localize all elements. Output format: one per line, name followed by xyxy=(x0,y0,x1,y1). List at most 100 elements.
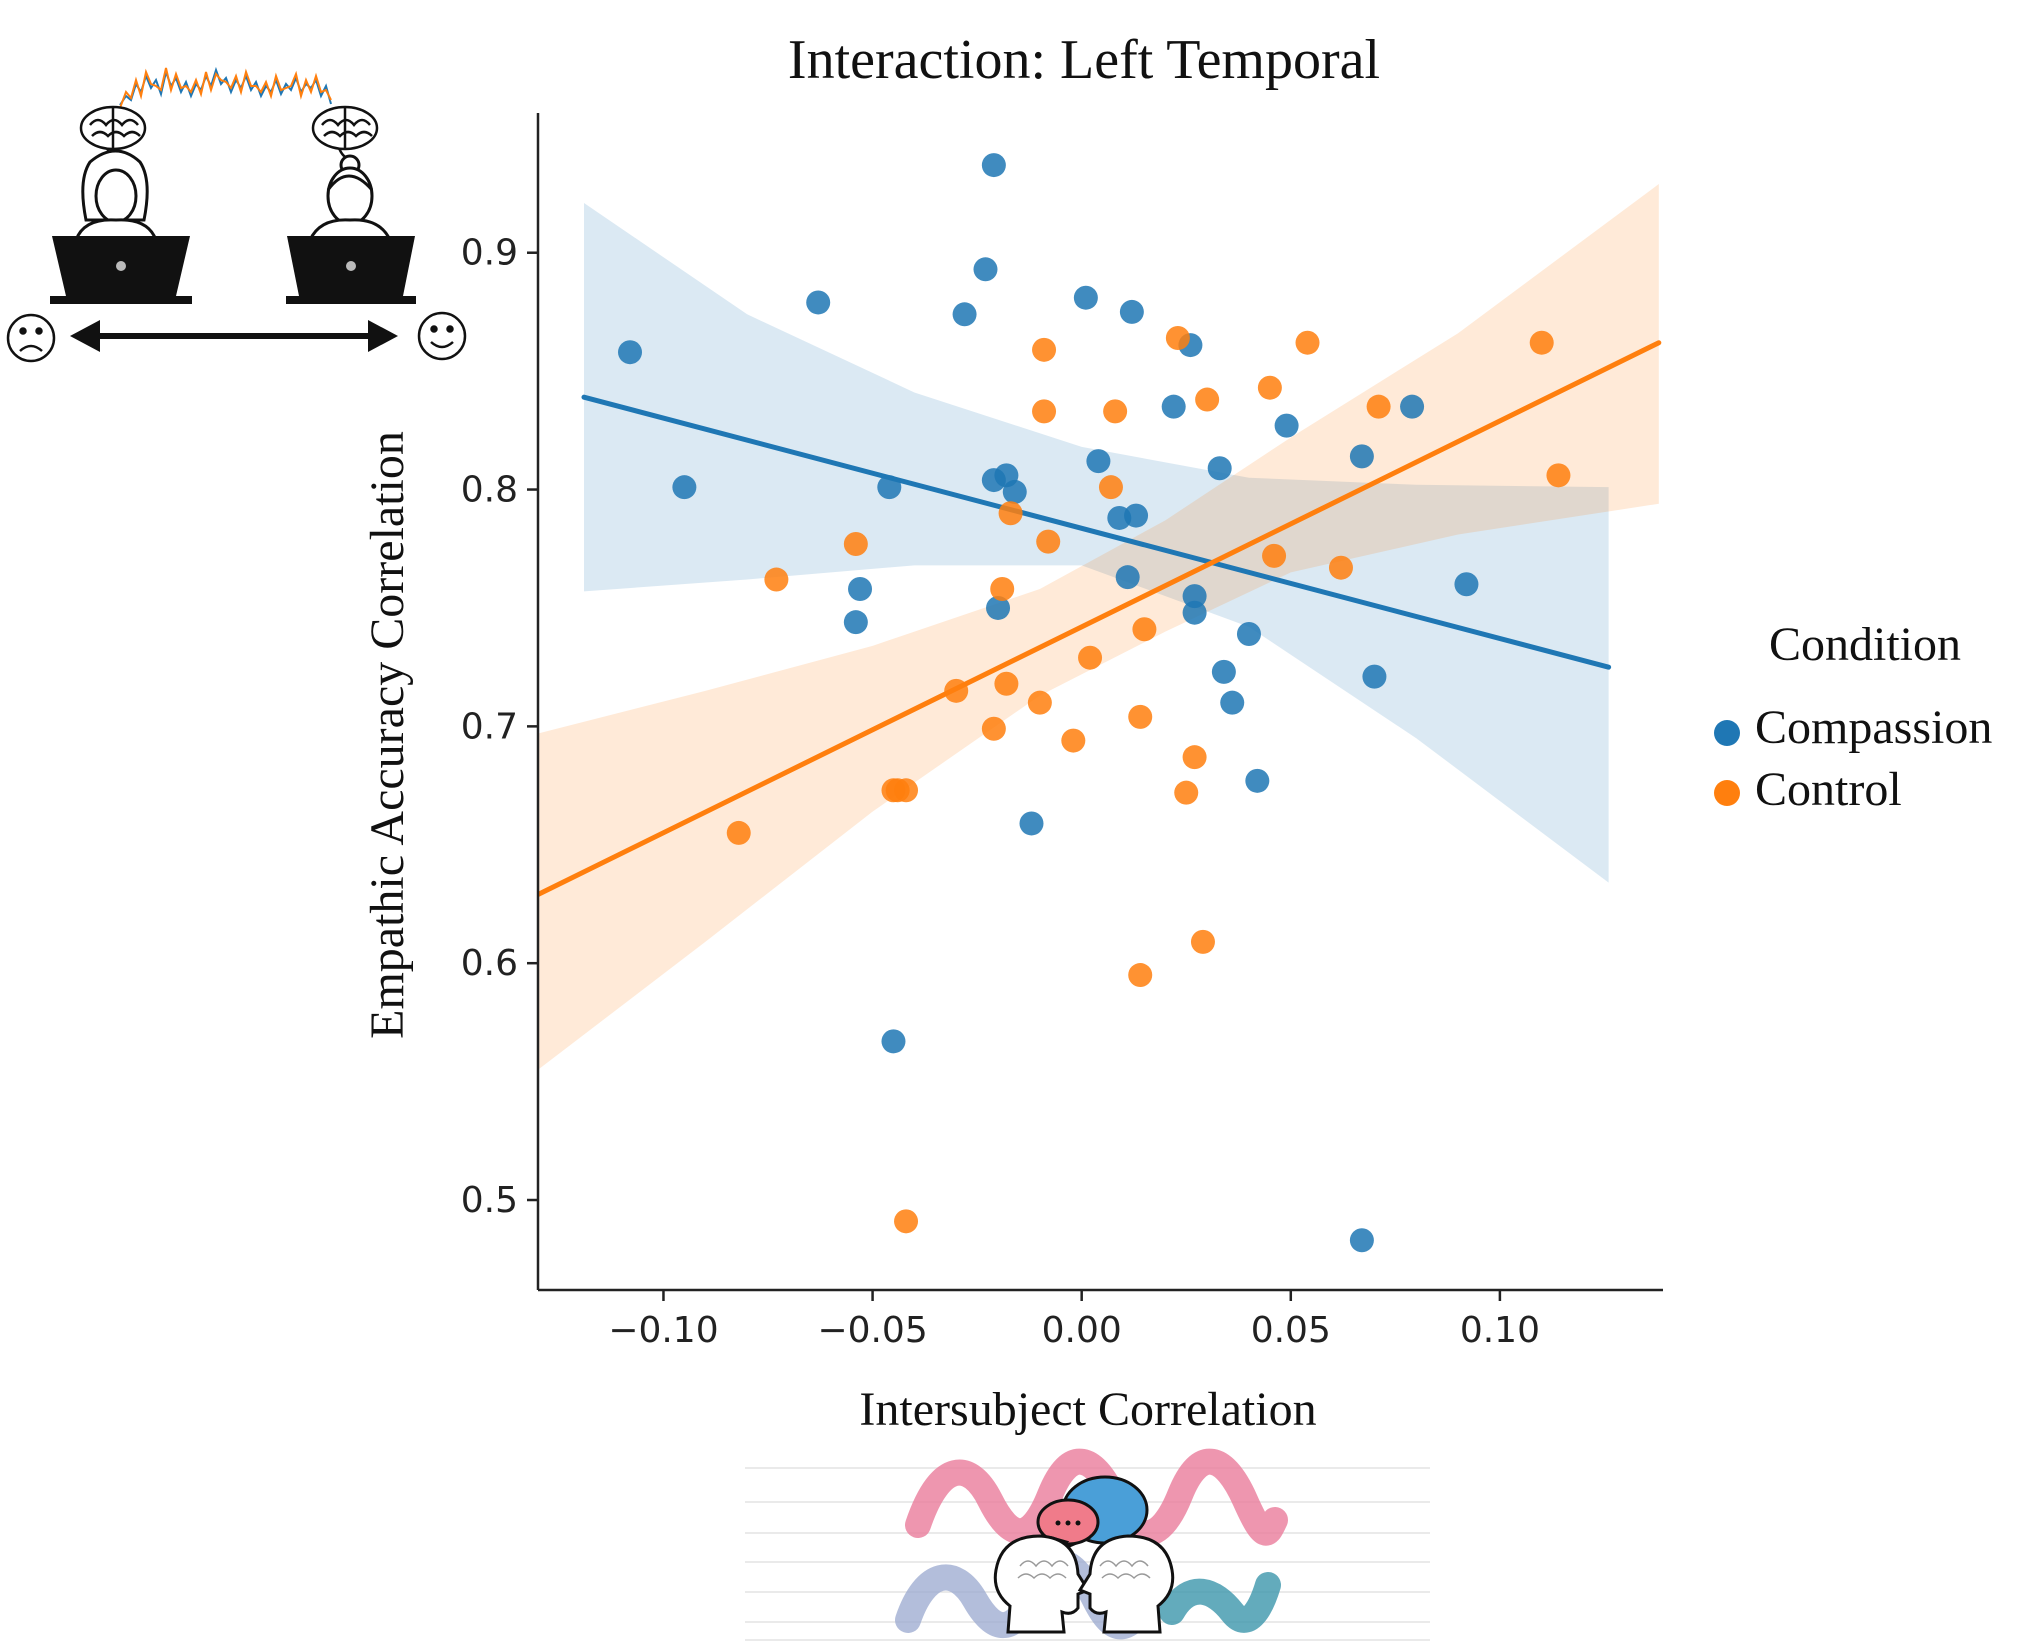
point-control-17 xyxy=(1078,645,1103,670)
point-control-28 xyxy=(1257,375,1282,400)
point-control-12 xyxy=(1027,690,1052,715)
point-control-30 xyxy=(1295,330,1320,355)
regression-line-compassion xyxy=(581,394,1612,670)
point-compassion-25 xyxy=(1207,456,1232,481)
point-control-11 xyxy=(998,501,1023,526)
y-ticks: 0.5 0.6 0.7 0.8 0.9 xyxy=(461,233,538,1221)
point-control-15 xyxy=(1036,529,1061,554)
point-control-27 xyxy=(1195,387,1220,412)
point-compassion-35 xyxy=(1454,572,1479,597)
legend: Condition Compassion Control xyxy=(1714,618,1992,816)
point-control-19 xyxy=(1103,399,1128,424)
point-compassion-2 xyxy=(806,290,831,315)
laptop-icon-left xyxy=(50,236,192,304)
point-compassion-9 xyxy=(981,153,1006,178)
people-at-laptops-illustration xyxy=(6,66,467,363)
point-compassion-33 xyxy=(1362,664,1387,689)
point-compassion-5 xyxy=(877,475,902,500)
point-control-18 xyxy=(1098,475,1123,500)
person-icon-left xyxy=(74,149,158,241)
point-control-9 xyxy=(990,577,1015,602)
point-control-7 xyxy=(944,678,969,703)
head-right-icon xyxy=(1077,1534,1175,1634)
double-arrow-icon xyxy=(70,320,398,352)
head-left-icon xyxy=(993,1534,1091,1634)
brain-icon-left xyxy=(79,105,147,160)
point-compassion-1 xyxy=(672,475,697,500)
laptop-icon-right xyxy=(286,236,416,304)
point-compassion-28 xyxy=(1236,622,1261,647)
point-control-13 xyxy=(1032,337,1057,362)
point-control-5 xyxy=(894,778,919,803)
y-tick-label: 0.5 xyxy=(461,1180,518,1221)
data-points xyxy=(618,153,1571,1253)
point-control-26 xyxy=(1190,929,1215,954)
point-control-23 xyxy=(1165,325,1190,350)
point-control-14 xyxy=(1032,399,1057,424)
x-axis-label: Intersubject Correlation xyxy=(859,1383,1316,1436)
y-tick-label: 0.7 xyxy=(461,706,518,747)
legend-marker-control xyxy=(1714,780,1740,806)
point-compassion-27 xyxy=(1220,690,1245,715)
legend-label-compassion: Compassion xyxy=(1755,701,1992,754)
point-control-32 xyxy=(1366,394,1391,419)
point-compassion-8 xyxy=(973,257,998,282)
point-control-8 xyxy=(981,716,1006,741)
point-compassion-18 xyxy=(1115,565,1140,590)
plot-area xyxy=(537,153,1662,1253)
point-compassion-34 xyxy=(1400,394,1425,419)
point-control-20 xyxy=(1128,704,1153,729)
point-control-34 xyxy=(1546,463,1571,488)
point-control-24 xyxy=(1174,780,1199,805)
point-control-1 xyxy=(764,567,789,592)
point-compassion-0 xyxy=(618,340,643,365)
point-compassion-3 xyxy=(843,610,868,635)
point-compassion-24 xyxy=(1182,600,1207,625)
point-compassion-20 xyxy=(1124,503,1149,528)
point-compassion-13 xyxy=(1002,479,1027,504)
legend-marker-compassion xyxy=(1714,720,1740,746)
regression-line-control xyxy=(537,340,1662,898)
point-compassion-19 xyxy=(1119,299,1144,324)
person-icon-right xyxy=(308,154,392,241)
point-compassion-31 xyxy=(1349,444,1374,469)
x-tick-label: 0.05 xyxy=(1251,1310,1331,1351)
smile-face-icon xyxy=(417,311,467,361)
x-tick-label: 0.10 xyxy=(1460,1310,1540,1351)
confidence-band-compassion xyxy=(584,202,1609,883)
regression-lines xyxy=(537,340,1662,898)
point-compassion-30 xyxy=(1274,413,1299,438)
point-control-22 xyxy=(1132,617,1157,642)
point-compassion-15 xyxy=(1073,285,1098,310)
point-compassion-7 xyxy=(952,302,977,327)
y-axis-label: Empathic Accuracy Correlation xyxy=(361,431,414,1039)
point-control-21 xyxy=(1128,963,1153,988)
legend-label-control: Control xyxy=(1755,763,1902,816)
point-control-25 xyxy=(1182,745,1207,770)
point-compassion-6 xyxy=(881,1029,906,1054)
confidence-bands xyxy=(538,184,1659,1070)
point-compassion-26 xyxy=(1211,659,1236,684)
point-control-31 xyxy=(1328,555,1353,580)
point-compassion-21 xyxy=(1161,394,1186,419)
point-control-33 xyxy=(1529,330,1554,355)
frown-face-icon xyxy=(6,313,56,363)
axes: −0.10 −0.05 0.00 0.05 0.10 0.5 0.6 0.7 0.8 0.9 xyxy=(461,113,1663,1351)
y-tick-label: 0.8 xyxy=(461,470,518,511)
point-compassion-16 xyxy=(1086,449,1111,474)
point-compassion-32 xyxy=(1349,1228,1374,1253)
point-compassion-14 xyxy=(1019,811,1044,836)
x-tick-label: −0.10 xyxy=(608,1310,718,1351)
signal-orange xyxy=(119,67,332,109)
x-ticks: −0.10 −0.05 0.00 0.05 0.10 xyxy=(608,1290,1540,1351)
point-compassion-23 xyxy=(1182,584,1207,609)
teal-wave xyxy=(1159,1572,1281,1633)
x-tick-label: −0.05 xyxy=(817,1310,927,1351)
brain-icon-right xyxy=(311,105,379,160)
y-tick-label: 0.6 xyxy=(461,943,518,984)
point-control-2 xyxy=(843,532,868,557)
chart-title: Interaction: Left Temporal xyxy=(788,29,1380,91)
point-compassion-4 xyxy=(848,577,873,602)
